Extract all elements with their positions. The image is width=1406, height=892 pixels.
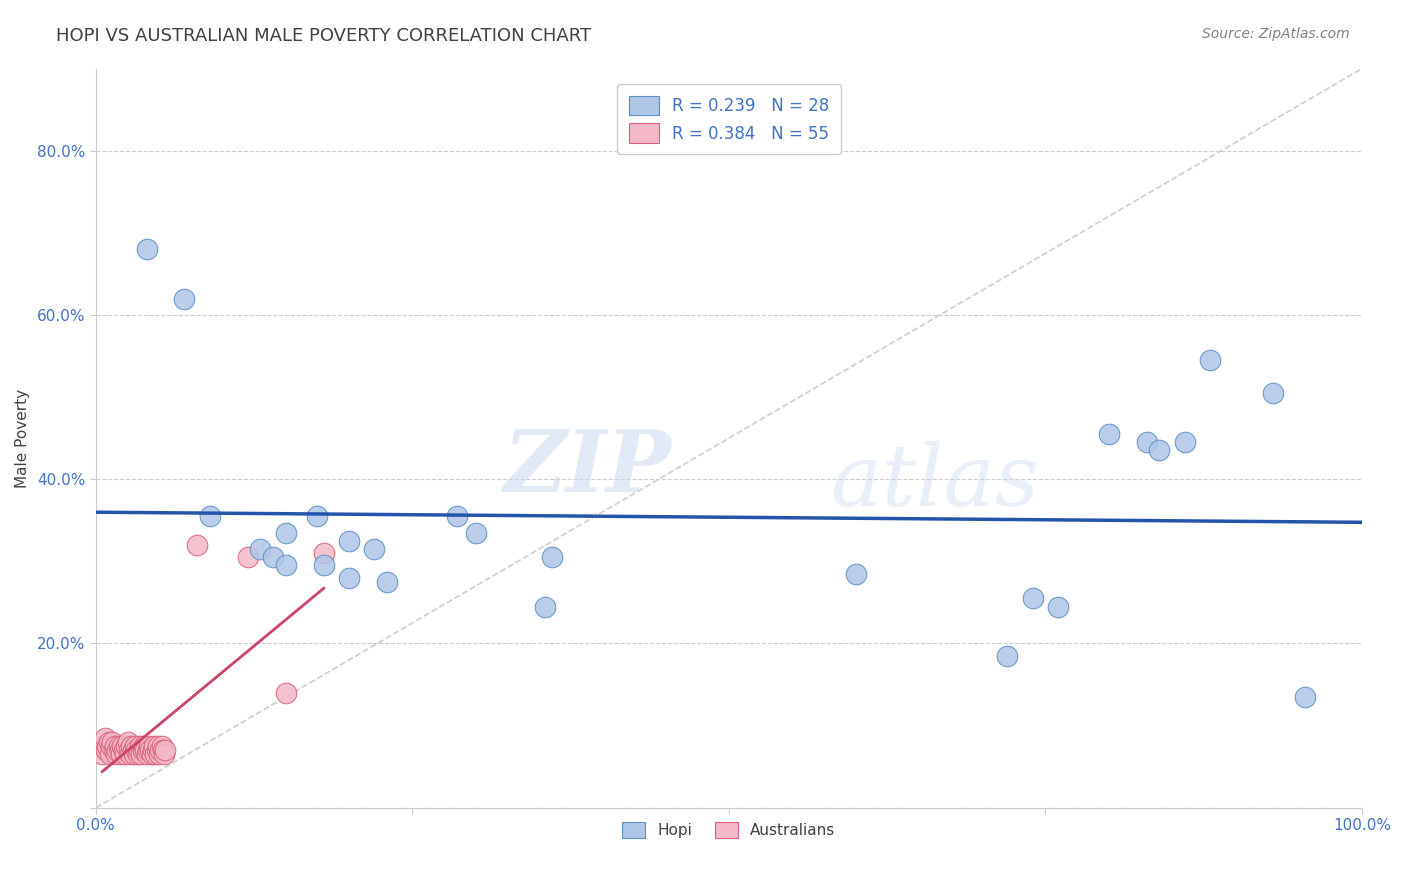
Point bbox=[98, 747, 121, 762]
Point bbox=[141, 747, 163, 762]
Point bbox=[534, 599, 557, 614]
Point bbox=[312, 546, 335, 560]
Point bbox=[139, 743, 162, 757]
Point bbox=[135, 242, 157, 256]
Point bbox=[274, 686, 297, 700]
Point bbox=[128, 743, 150, 757]
Point bbox=[103, 743, 125, 757]
Point bbox=[115, 739, 138, 753]
Point bbox=[155, 743, 177, 757]
Point bbox=[97, 735, 120, 749]
Point bbox=[262, 550, 284, 565]
Point bbox=[96, 739, 118, 753]
Point bbox=[104, 739, 127, 753]
Text: Source: ZipAtlas.com: Source: ZipAtlas.com bbox=[1202, 27, 1350, 41]
Point bbox=[1294, 690, 1316, 704]
Point bbox=[150, 739, 173, 753]
Point bbox=[148, 747, 170, 762]
Point bbox=[337, 533, 360, 548]
Point bbox=[146, 739, 169, 753]
Point bbox=[312, 558, 335, 573]
Point bbox=[152, 743, 174, 757]
Point bbox=[363, 541, 385, 556]
Point bbox=[464, 525, 486, 540]
Point bbox=[114, 747, 136, 762]
Point bbox=[540, 550, 562, 565]
Point bbox=[337, 571, 360, 585]
Point bbox=[131, 743, 153, 757]
Point bbox=[100, 739, 122, 753]
Point bbox=[118, 747, 141, 762]
Point bbox=[93, 731, 115, 745]
Point bbox=[143, 739, 166, 753]
Point bbox=[236, 550, 259, 565]
Point bbox=[844, 566, 866, 581]
Point bbox=[1136, 435, 1159, 450]
Point bbox=[94, 743, 117, 757]
Point bbox=[136, 743, 159, 757]
Point bbox=[135, 747, 157, 762]
Point bbox=[1047, 599, 1070, 614]
Point bbox=[105, 743, 128, 757]
Point bbox=[249, 541, 271, 556]
Point bbox=[1174, 435, 1197, 450]
Point bbox=[118, 743, 141, 757]
Point bbox=[1263, 386, 1285, 401]
Point bbox=[131, 747, 153, 762]
Point bbox=[997, 648, 1019, 663]
Point bbox=[375, 574, 398, 589]
Point bbox=[124, 739, 146, 753]
Point bbox=[111, 739, 134, 753]
Point bbox=[186, 538, 208, 552]
Point bbox=[274, 558, 297, 573]
Point bbox=[120, 739, 142, 753]
Point bbox=[127, 747, 149, 762]
Point bbox=[446, 509, 468, 524]
Point bbox=[112, 743, 135, 757]
Y-axis label: Male Poverty: Male Poverty bbox=[15, 389, 30, 488]
Point bbox=[307, 509, 329, 524]
Point bbox=[149, 743, 172, 757]
Point bbox=[145, 743, 167, 757]
Point bbox=[274, 525, 297, 540]
Point bbox=[110, 747, 132, 762]
Point bbox=[198, 509, 221, 524]
Point bbox=[134, 743, 156, 757]
Point bbox=[132, 739, 155, 753]
Point bbox=[1022, 591, 1045, 606]
Text: atlas: atlas bbox=[830, 442, 1039, 524]
Text: HOPI VS AUSTRALIAN MALE POVERTY CORRELATION CHART: HOPI VS AUSTRALIAN MALE POVERTY CORRELAT… bbox=[56, 27, 592, 45]
Point bbox=[101, 735, 124, 749]
Point bbox=[107, 739, 129, 753]
Legend: Hopi, Australians: Hopi, Australians bbox=[616, 816, 842, 845]
Point bbox=[1149, 443, 1171, 458]
Point bbox=[129, 739, 152, 753]
Point bbox=[105, 747, 128, 762]
Point bbox=[138, 739, 160, 753]
Text: ZIP: ZIP bbox=[505, 426, 672, 509]
Point bbox=[153, 747, 176, 762]
Point bbox=[91, 747, 114, 762]
Point bbox=[1199, 353, 1222, 368]
Point bbox=[142, 743, 165, 757]
Point bbox=[121, 743, 143, 757]
Point bbox=[1098, 427, 1121, 442]
Point bbox=[108, 743, 131, 757]
Point bbox=[145, 747, 167, 762]
Point bbox=[122, 747, 145, 762]
Point bbox=[117, 735, 139, 749]
Point bbox=[125, 743, 148, 757]
Point bbox=[173, 292, 195, 306]
Point bbox=[93, 739, 115, 753]
